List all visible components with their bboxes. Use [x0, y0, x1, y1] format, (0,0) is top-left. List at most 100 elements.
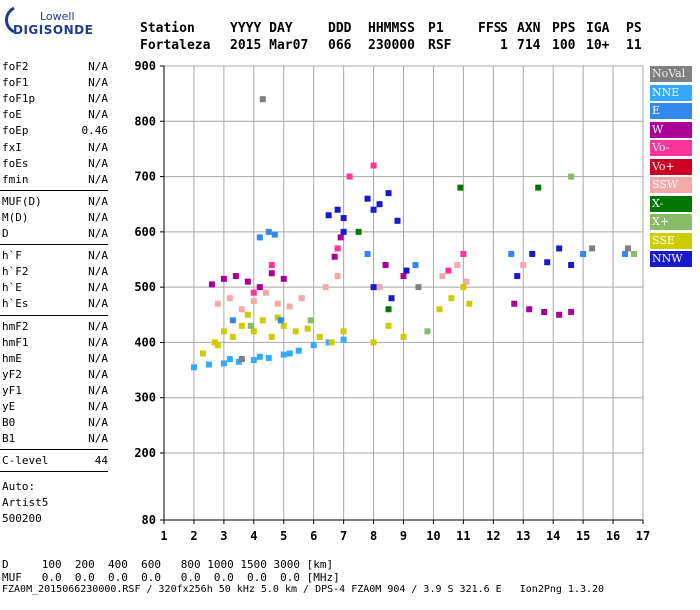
data-point-ssw: [226, 295, 233, 302]
header: Station YYYY DAY DDD HHMMSS P1 FFS S AXN PPS IGA P…: [140, 21, 660, 55]
x-tick-label: 6: [310, 529, 317, 543]
param-value: N/A: [88, 265, 108, 279]
param-value: N/A: [88, 140, 108, 154]
data-point-w: [556, 311, 563, 318]
data-point-ssw: [520, 262, 527, 269]
data-point-sse: [229, 333, 236, 340]
data-point-ssw: [262, 289, 269, 296]
param-row: M(D) N/A: [2, 211, 108, 226]
param-row: h`E N/A: [2, 281, 108, 296]
data-point-e: [622, 250, 629, 257]
param-label: foF1: [2, 76, 29, 90]
footer-file-info: FZA0M_2015066230000.RSF / 320fx256h 50 k…: [2, 584, 605, 595]
data-point-sse: [259, 317, 266, 324]
data-point-sse: [220, 328, 227, 335]
data-point-nnw: [529, 250, 536, 257]
legend: NoVal NNE E W Vo- Vo+ SSW X- X+ SSE NNW: [650, 66, 694, 276]
param-label: hmF2: [2, 319, 29, 333]
param-label: foF2: [2, 60, 29, 73]
data-point-e: [580, 250, 587, 257]
legend-item-x: X+: [650, 214, 692, 230]
param-label: h`F2: [2, 265, 29, 279]
data-point-vo: [268, 262, 275, 269]
param-row: h`F N/A: [2, 249, 108, 264]
data-point-nnw: [388, 295, 395, 302]
data-point-sse: [460, 284, 467, 291]
param-row: foF1p N/A: [2, 92, 108, 107]
legend-item-ssw: SSW: [650, 177, 692, 193]
data-point-sse: [280, 322, 287, 329]
data-point-nnw: [370, 284, 377, 291]
legend-item-vo: Vo-: [650, 140, 692, 156]
data-point-nne: [310, 342, 317, 349]
data-point-vo: [334, 245, 341, 252]
data-point-noval: [415, 284, 422, 291]
header-value: 11: [626, 38, 642, 53]
param-value: N/A: [88, 156, 108, 170]
param-row: hmE N/A: [2, 352, 108, 367]
param-value: N/A: [88, 227, 108, 240]
param-row: h`Es N/A: [2, 297, 108, 312]
logo-swoosh-icon: [5, 6, 15, 34]
data-point-vo: [460, 250, 467, 257]
data-point-noval: [625, 245, 632, 252]
param-value: N/A: [88, 432, 108, 446]
data-point-nne: [295, 347, 302, 354]
data-point-sse: [448, 295, 455, 302]
data-point-nne: [280, 351, 287, 358]
data-point-nne: [226, 356, 233, 363]
logo: Lowell DIGISONDE: [0, 0, 93, 42]
data-point-nne: [256, 353, 263, 360]
data-point-w: [280, 275, 287, 282]
data-point-w: [232, 273, 239, 280]
param-value: N/A: [88, 281, 108, 295]
header-label: AXN: [517, 21, 541, 36]
header-value: 10+: [586, 38, 610, 53]
param-label: yE: [2, 400, 16, 413]
data-point-nnw: [514, 273, 521, 280]
data-point-ssw: [376, 284, 383, 291]
y-tick-label: 700: [134, 170, 156, 184]
x-tick-label: 11: [456, 529, 470, 543]
param-separator: [0, 244, 108, 246]
autoscale-line: Artist5: [2, 496, 49, 510]
header-label: PS: [626, 21, 642, 36]
data-point-e: [256, 234, 263, 241]
data-point-noval: [238, 356, 245, 363]
data-point-sse: [304, 325, 311, 332]
data-point-sse: [250, 328, 257, 335]
data-point-w: [541, 309, 548, 316]
data-point-sse: [370, 339, 377, 346]
legend-item-nne: NNE: [650, 84, 692, 101]
param-row: hmF2 N/A: [2, 320, 108, 335]
data-point-w: [382, 262, 389, 269]
data-point-nne: [286, 350, 293, 357]
y-tick-label: 800: [134, 114, 156, 128]
param-row: fmin N/A: [2, 173, 108, 188]
header-value: 100: [552, 38, 576, 53]
param-value: N/A: [88, 367, 108, 381]
legend-item-noval: NoVal: [650, 66, 692, 82]
data-point-x: [424, 328, 431, 335]
header-label: PPS: [552, 21, 576, 36]
footer-distance-row: D 100 200 400 600 800 1000 1500 3000 [km…: [2, 558, 334, 571]
data-point-sse: [385, 322, 392, 329]
data-point-sse: [436, 306, 443, 313]
data-point-noval: [259, 96, 266, 103]
data-point-nnw: [376, 201, 383, 208]
header-value: 230000: [368, 38, 415, 53]
y-tick-label: 300: [134, 391, 156, 405]
data-point-sse: [340, 328, 347, 335]
param-label: B1: [2, 432, 16, 446]
data-point-nnw: [370, 206, 377, 213]
data-point-ssw: [463, 278, 470, 285]
param-row: yF1 N/A: [2, 384, 108, 399]
x-tick-label: 4: [250, 529, 257, 543]
legend-item-sse: SSE: [650, 232, 692, 249]
x-tick-label: 1: [160, 529, 167, 543]
data-point-nnw: [364, 195, 371, 202]
x-tick-label: 16: [606, 529, 620, 543]
footer: D 100 200 400 600 800 1000 1500 3000 [km…: [2, 558, 698, 600]
param-label: h`E: [2, 281, 22, 295]
legend-item-e: E: [650, 103, 692, 119]
